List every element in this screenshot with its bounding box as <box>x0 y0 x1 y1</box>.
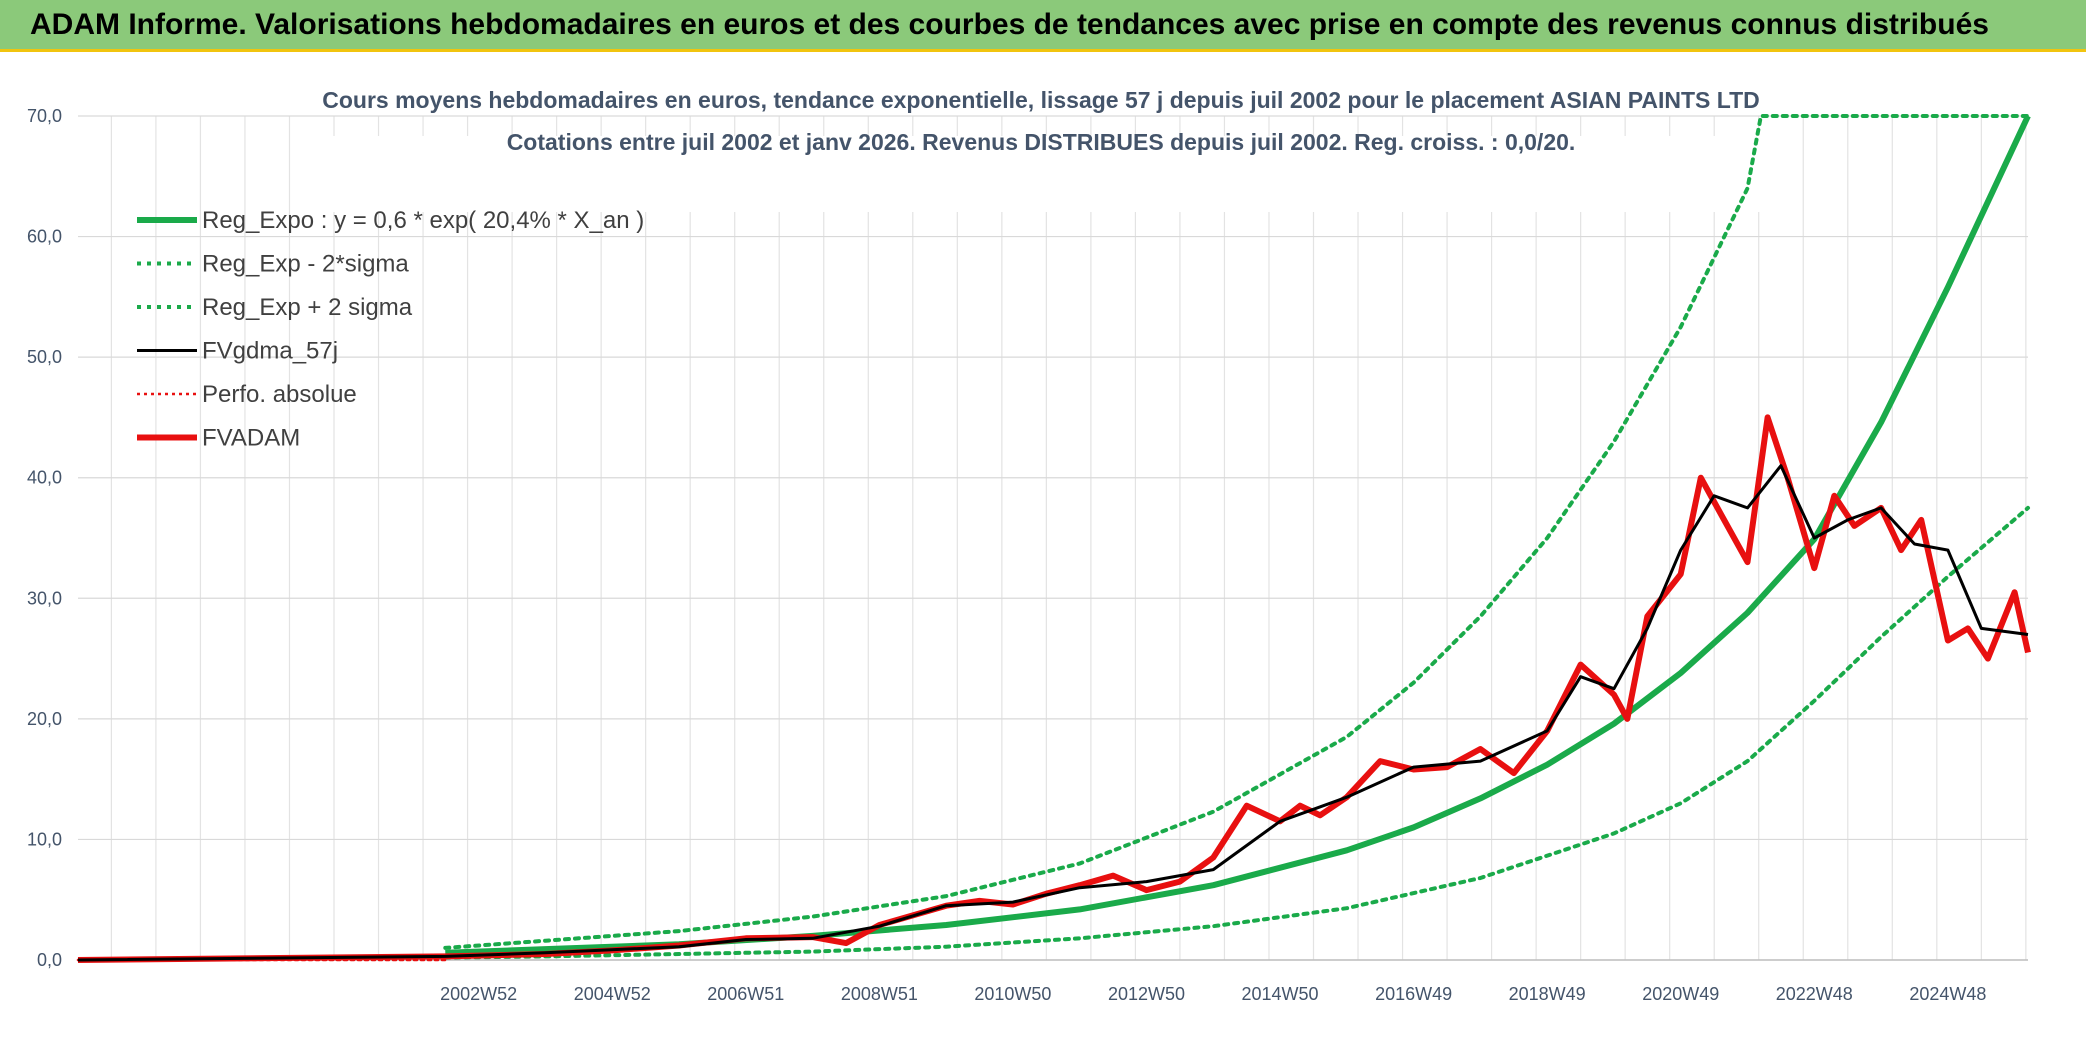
x-tick-label: 2018W49 <box>1509 984 1586 1004</box>
y-tick-label: 20,0 <box>27 709 62 729</box>
title-backdrop <box>300 136 1790 212</box>
x-tick-label: 2014W50 <box>1242 984 1319 1004</box>
series-line-2 <box>443 114 2030 950</box>
x-tick-label: 2016W49 <box>1375 984 1452 1004</box>
legend-label: Reg_Exp - 2*sigma <box>202 251 409 278</box>
chart-grid <box>78 115 2028 961</box>
x-tick-label: 2020W49 <box>1642 984 1719 1004</box>
x-tick-label: 2012W50 <box>1108 984 1185 1004</box>
legend-label: Perfo. absolue <box>202 381 357 408</box>
legend-label: FVADAM <box>202 425 300 452</box>
x-tick-label: 2008W51 <box>841 984 918 1004</box>
legend-label: FVgdma_57j <box>202 338 338 365</box>
page-title: ADAM Informe. Valorisations hebdomadaire… <box>30 8 1989 41</box>
chart-series <box>76 114 2031 963</box>
y-tick-label: 40,0 <box>27 468 62 488</box>
header-banner: ADAM Informe. Valorisations hebdomadaire… <box>0 0 2086 52</box>
y-tick-label: 50,0 <box>27 347 62 367</box>
y-axis-ticks: 0,0 10,0 20,0 30,0 40,0 50,0 60,0 70,0 <box>27 106 62 970</box>
x-tick-label: 2024W48 <box>1909 984 1986 1004</box>
legend-label: Reg_Expo : y = 0,6 * exp( 20,4% * X_an ) <box>202 207 644 234</box>
legend-label: Reg_Exp + 2 sigma <box>202 294 413 321</box>
y-tick-label: 30,0 <box>27 588 62 608</box>
x-tick-label: 2002W52 <box>440 984 517 1004</box>
y-tick-label: 0,0 <box>37 950 62 970</box>
chart-legend: Reg_Expo : y = 0,6 * exp( 20,4% * X_an )… <box>137 207 644 452</box>
chart: 0,010,020,030,040,050,060,070,0 2002W52 2… <box>0 52 2086 1038</box>
chart-title: Cours moyens hebdomadaires en euros, ten… <box>322 87 1759 113</box>
y-tick-label: 60,0 <box>27 227 62 247</box>
x-tick-label: 2022W48 <box>1776 984 1853 1004</box>
x-tick-label: 2006W51 <box>707 984 784 1004</box>
series-line-3 <box>77 464 2029 962</box>
x-tick-label: 2010W50 <box>974 984 1051 1004</box>
x-axis-ticks: 2002W52 2004W52 2006W51 2008W51 2010W50 2012W… <box>78 959 2028 1004</box>
series-line-1 <box>443 505 2030 960</box>
chart-subtitle: Cotations entre juil 2002 et janv 2026. … <box>507 129 1576 155</box>
x-tick-label: 2004W52 <box>574 984 651 1004</box>
y-tick-label: 70,0 <box>27 106 62 126</box>
y-tick-label: 10,0 <box>27 829 62 849</box>
